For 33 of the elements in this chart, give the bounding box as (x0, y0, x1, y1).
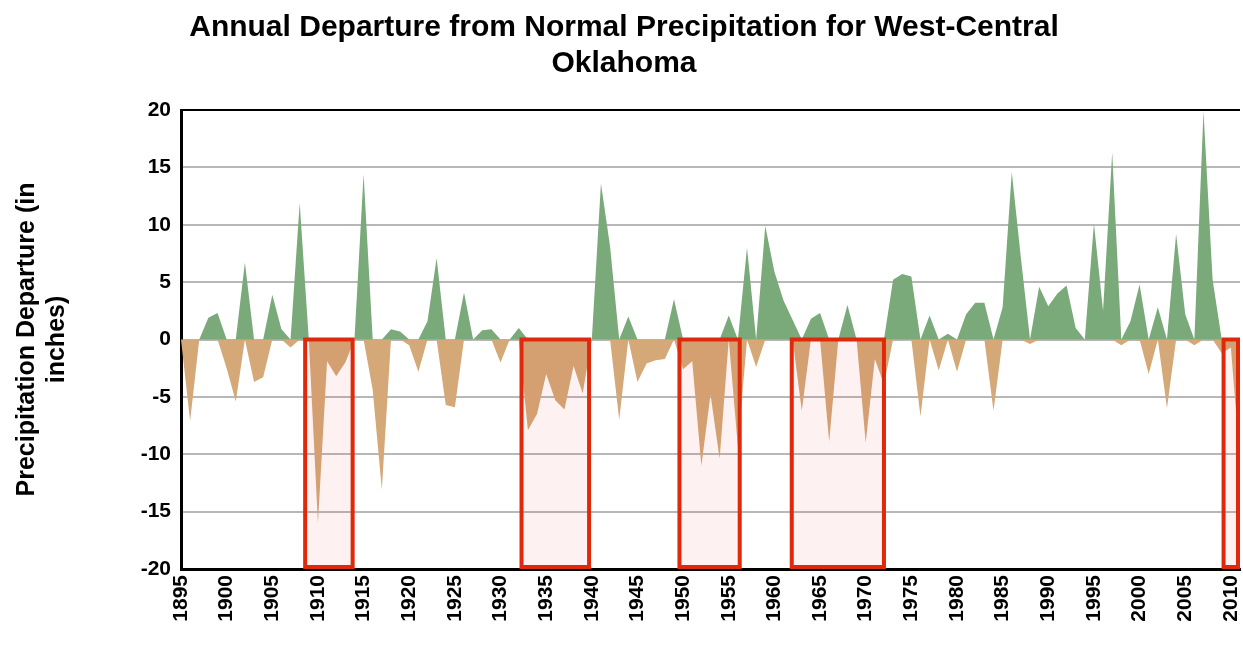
x-tick-label: 1930 (487, 575, 511, 622)
x-tick-label: 1935 (532, 574, 556, 622)
y-tick-label: -15 (140, 498, 172, 522)
x-tick-label: 1945 (624, 574, 648, 622)
x-tick-label: 1970 (852, 575, 876, 622)
x-tick-label: 1955 (715, 574, 739, 622)
y-tick-label: -10 (140, 441, 171, 465)
x-tick-label: 1995 (1080, 574, 1104, 622)
y-tick-label: 15 (147, 154, 172, 178)
y-tick-label: -5 (152, 383, 172, 407)
y-tick-label: 5 (159, 268, 172, 292)
x-tick-label: 2005 (1172, 574, 1196, 622)
x-tick-label: 1985 (989, 574, 1013, 622)
x-tick-label: 1975 (898, 574, 922, 622)
x-tick-label: 1980 (943, 575, 967, 622)
x-tick-label: 1920 (396, 575, 420, 622)
x-tick-label: 1925 (441, 574, 465, 622)
x-tick-label: 1900 (213, 575, 237, 622)
y-tick-label: 20 (147, 96, 171, 120)
x-tick-label: 2010 (1217, 575, 1241, 622)
x-tick-label: 1965 (806, 574, 830, 622)
chart-title: Annual Departure from Normal Precipitation for West-Central Oklahoma (189, 9, 1059, 79)
y-tick-label: 10 (147, 211, 171, 235)
x-tick-label: 1940 (578, 575, 602, 622)
x-tick-label: 1905 (259, 574, 283, 622)
x-tick-label: 1950 (669, 575, 693, 622)
x-tick-label: 2000 (1126, 575, 1150, 622)
y-tick-label: 0 (159, 326, 171, 350)
y-axis-title: Precipitation Departure (in inches) (10, 182, 69, 497)
x-tick-label: 1915 (350, 574, 374, 622)
x-tick-label: 1960 (761, 575, 785, 622)
x-tick-label: 1990 (1035, 575, 1059, 622)
x-tick-label: 1910 (304, 575, 328, 622)
